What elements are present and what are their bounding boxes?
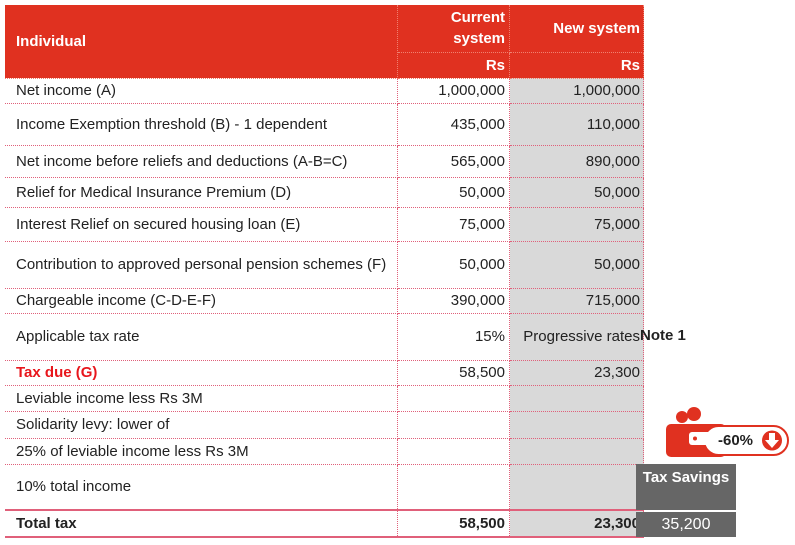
table-row: Income Exemption threshold (B) - 1 depen…: [5, 103, 644, 146]
new-value: [509, 464, 644, 511]
new-value: Progressive rates: [509, 313, 644, 361]
header-row: Individual Current system New system: [5, 5, 644, 79]
table-row: Solidarity levy: lower of: [5, 411, 644, 439]
coin-icon: [687, 407, 701, 421]
unit-current: Rs: [397, 52, 510, 79]
current-value: 15%: [397, 313, 510, 361]
new-value: 75,000: [509, 207, 644, 242]
current-value: [397, 438, 510, 465]
table-row: Interest Relief on secured housing loan …: [5, 207, 644, 242]
new-value: 1,000,000: [509, 78, 644, 104]
row-label: Tax due (G): [5, 360, 398, 386]
wallet-badge: [666, 407, 789, 457]
table-row: Net income (A) 1,000,000 1,000,000: [5, 78, 644, 104]
row-label: Chargeable income (C-D-E-F): [5, 288, 398, 314]
row-label: Solidarity levy: lower of: [5, 411, 398, 439]
header-new: New system: [509, 5, 644, 53]
note-label: Note 1: [640, 327, 686, 344]
new-value: 890,000: [509, 145, 644, 178]
row-label: 25% of leviable income less Rs 3M: [5, 438, 398, 465]
current-value: 1,000,000: [397, 78, 510, 104]
row-label: Applicable tax rate: [5, 313, 398, 361]
current-value: 50,000: [397, 177, 510, 208]
row-label: Leviable income less Rs 3M: [5, 385, 398, 412]
total-label: Total tax: [5, 509, 398, 538]
current-value: 75,000: [397, 207, 510, 242]
new-value: [509, 411, 644, 439]
new-value: [509, 385, 644, 412]
total-row: Total tax 58,500 23,300: [5, 509, 644, 538]
table-row: 10% total income: [5, 464, 644, 511]
row-label: Interest Relief on secured housing loan …: [5, 207, 398, 242]
new-value: 715,000: [509, 288, 644, 314]
current-value: 58,500: [397, 360, 510, 386]
current-value: 50,000: [397, 241, 510, 289]
row-label: 10% total income: [5, 464, 398, 511]
new-value: 23,300: [509, 360, 644, 386]
row-label: Contribution to approved personal pensio…: [5, 241, 398, 289]
table-row: Tax due (G) 58,500 23,300: [5, 360, 644, 386]
tax-comparison-table: Individual Current system New system Rs …: [5, 5, 644, 538]
row-label: Income Exemption threshold (B) - 1 depen…: [5, 103, 398, 146]
new-value: 50,000: [509, 177, 644, 208]
row-label: Net income before reliefs and deductions…: [5, 145, 398, 178]
tax-savings-label: Tax Savings: [636, 464, 736, 510]
table-row: Net income before reliefs and deductions…: [5, 145, 644, 178]
unit-new: Rs: [509, 52, 644, 79]
new-value: 50,000: [509, 241, 644, 289]
table-row: Relief for Medical Insurance Premium (D)…: [5, 177, 644, 208]
current-value: [397, 385, 510, 412]
current-value: [397, 464, 510, 511]
new-value: 110,000: [509, 103, 644, 146]
current-value: 390,000: [397, 288, 510, 314]
header-current: Current system: [397, 5, 510, 53]
new-value: [509, 438, 644, 465]
current-value: [397, 411, 510, 439]
table-row: 25% of leviable income less Rs 3M: [5, 438, 644, 465]
current-value: 565,000: [397, 145, 510, 178]
savings-percent: -60%: [718, 432, 754, 449]
row-label: Relief for Medical Insurance Premium (D): [5, 177, 398, 208]
coin-icon: [676, 411, 688, 423]
total-new: 23,300: [509, 509, 644, 538]
table-row: Applicable tax rate 15% Progressive rates: [5, 313, 644, 361]
table-row: Leviable income less Rs 3M: [5, 385, 644, 412]
total-current: 58,500: [397, 509, 510, 538]
header-individual: Individual: [5, 5, 398, 79]
tax-savings-value: 35,200: [636, 512, 736, 537]
current-value: 435,000: [397, 103, 510, 146]
unit-row: Rs Rs: [5, 52, 644, 79]
table-row: Contribution to approved personal pensio…: [5, 241, 644, 289]
table-row: Chargeable income (C-D-E-F) 390,000 715,00…: [5, 288, 644, 314]
row-label: Net income (A): [5, 78, 398, 104]
